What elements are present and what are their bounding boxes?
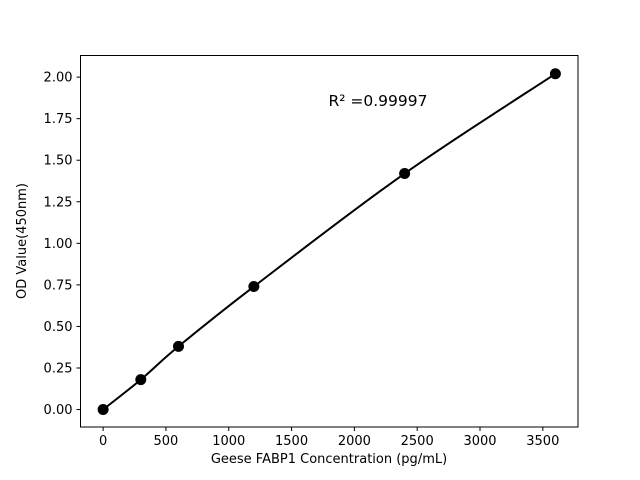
data-point-marker xyxy=(172,340,184,352)
y-axis-label: OD Value(450nm) xyxy=(15,183,30,299)
x-tick-label: 0 xyxy=(99,434,107,449)
x-tick-label: 1000 xyxy=(212,434,245,449)
y-tick-label: 0.25 xyxy=(44,361,73,376)
y-tick-label: 1.75 xyxy=(44,112,73,127)
x-tick-label: 2500 xyxy=(401,434,434,449)
y-tick-label: 2.00 xyxy=(44,71,73,86)
y-tick-label: 0.00 xyxy=(44,403,73,418)
data-point-marker xyxy=(549,68,561,80)
r-squared-annotation: R² =0.99997 xyxy=(329,92,428,110)
x-tick-label: 3500 xyxy=(526,434,559,449)
data-point-marker xyxy=(97,404,109,416)
data-point-marker xyxy=(399,168,411,180)
plot-area: 0 500 1000 1500 2000 2500 3000 3500 0.00 0.25 0.50… xyxy=(44,55,579,449)
x-tick-label: 3000 xyxy=(463,434,496,449)
curve-line xyxy=(102,72,557,411)
y-tick-label: 0.75 xyxy=(44,278,73,293)
y-tick-label: 1.00 xyxy=(44,237,73,252)
x-axis-label: Geese FABP1 Concentration (pg/mL) xyxy=(211,452,447,467)
y-tick-label: 1.50 xyxy=(44,154,73,169)
plot-border xyxy=(80,55,579,428)
y-tick-label: 0.50 xyxy=(44,320,73,335)
x-tick-label: 1500 xyxy=(275,434,308,449)
y-tick-label: 1.25 xyxy=(44,195,73,210)
data-point-marker xyxy=(135,374,147,386)
x-tick-label: 2000 xyxy=(338,434,371,449)
data-point-marker xyxy=(248,281,260,293)
x-tick-label: 500 xyxy=(154,434,179,449)
